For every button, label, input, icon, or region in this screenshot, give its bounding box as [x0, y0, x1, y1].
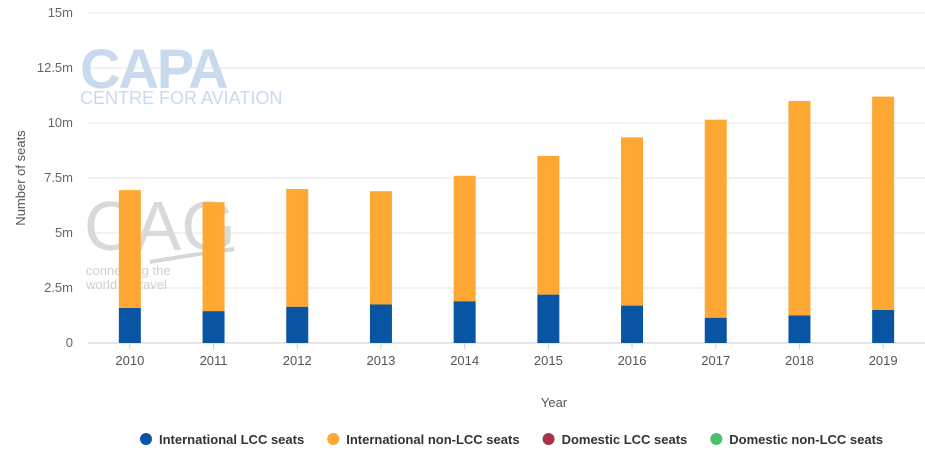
legend-item[interactable]: International LCC seats: [140, 432, 304, 447]
bar-segment: [621, 137, 644, 306]
y-tick-label: 15m: [48, 5, 73, 20]
bar-segment: [872, 96, 895, 310]
bar-segment: [537, 294, 560, 343]
bar-segment: [621, 305, 644, 343]
cag-swoosh-icon: [149, 247, 235, 264]
legend-marker: [140, 433, 152, 445]
x-tick-label: 2010: [115, 353, 144, 368]
bar-segment: [369, 304, 392, 343]
bars: [118, 96, 895, 343]
legend-label: Domestic non-LCC seats: [729, 432, 883, 447]
bar-segment: [788, 315, 811, 343]
bar-segment: [537, 156, 560, 295]
y-tick-label: 0: [66, 335, 73, 350]
x-tick-label: 2012: [283, 353, 312, 368]
bar-segment: [118, 307, 141, 343]
bar-segment: [202, 202, 225, 312]
bar-segment: [872, 310, 895, 343]
bar-segment: [202, 311, 225, 343]
bar-segment: [704, 317, 727, 343]
x-axis-title: Year: [541, 395, 568, 410]
y-axis-ticks: 0 2.5m 5m 7.5m 10m 12.5m 15m: [37, 5, 73, 350]
legend-marker: [327, 433, 340, 445]
y-tick-label: 10m: [48, 115, 73, 130]
legend-label: International non-LCC seats: [346, 432, 519, 447]
legend-label: Domestic LCC seats: [562, 432, 688, 447]
x-tick-label: 2014: [450, 353, 479, 368]
x-tick-label: 2013: [366, 353, 395, 368]
y-tick-label: 7.5m: [44, 170, 73, 185]
legend-marker: [542, 433, 555, 445]
legend-label: International LCC seats: [159, 432, 304, 447]
legend-item[interactable]: Domestic LCC seats: [542, 432, 688, 447]
bar-segment: [369, 191, 392, 305]
capa-watermark-subtitle: CENTRE FOR AVIATION: [80, 88, 282, 108]
y-tick-label: 5m: [55, 225, 73, 240]
legend-item[interactable]: International non-LCC seats: [327, 432, 520, 447]
bar-segment: [704, 119, 727, 318]
x-axis-ticks: 2010 2011 2012 2013 2014 2015 2016 2017 2018 2019: [115, 343, 898, 368]
capa-watermark-title: CAPA: [80, 37, 227, 100]
x-tick-label: 2015: [534, 353, 563, 368]
bar-segment: [453, 175, 476, 302]
capa-watermark: CAPA CENTRE FOR AVIATION: [80, 37, 282, 108]
legend-marker: [710, 433, 723, 445]
x-tick-label: 2016: [618, 353, 647, 368]
y-tick-label: 2.5m: [44, 280, 73, 295]
bar-segment: [286, 189, 309, 307]
bar-segment: [453, 301, 476, 343]
x-tick-label: 2011: [200, 353, 228, 368]
x-tick-label: 2017: [701, 353, 730, 368]
bar-segment: [286, 306, 309, 343]
bar-segment: [118, 190, 141, 308]
x-tick-label: 2018: [785, 353, 814, 368]
gridlines: [88, 12, 925, 344]
x-tick-label: 2019: [869, 353, 898, 368]
legend: International LCC seats International non…: [140, 432, 883, 447]
y-tick-label: 12.5m: [37, 60, 73, 75]
legend-item[interactable]: Domestic non-LCC seats: [710, 432, 883, 447]
bar-segment: [788, 101, 811, 316]
y-axis-title: Number of seats: [13, 130, 28, 226]
